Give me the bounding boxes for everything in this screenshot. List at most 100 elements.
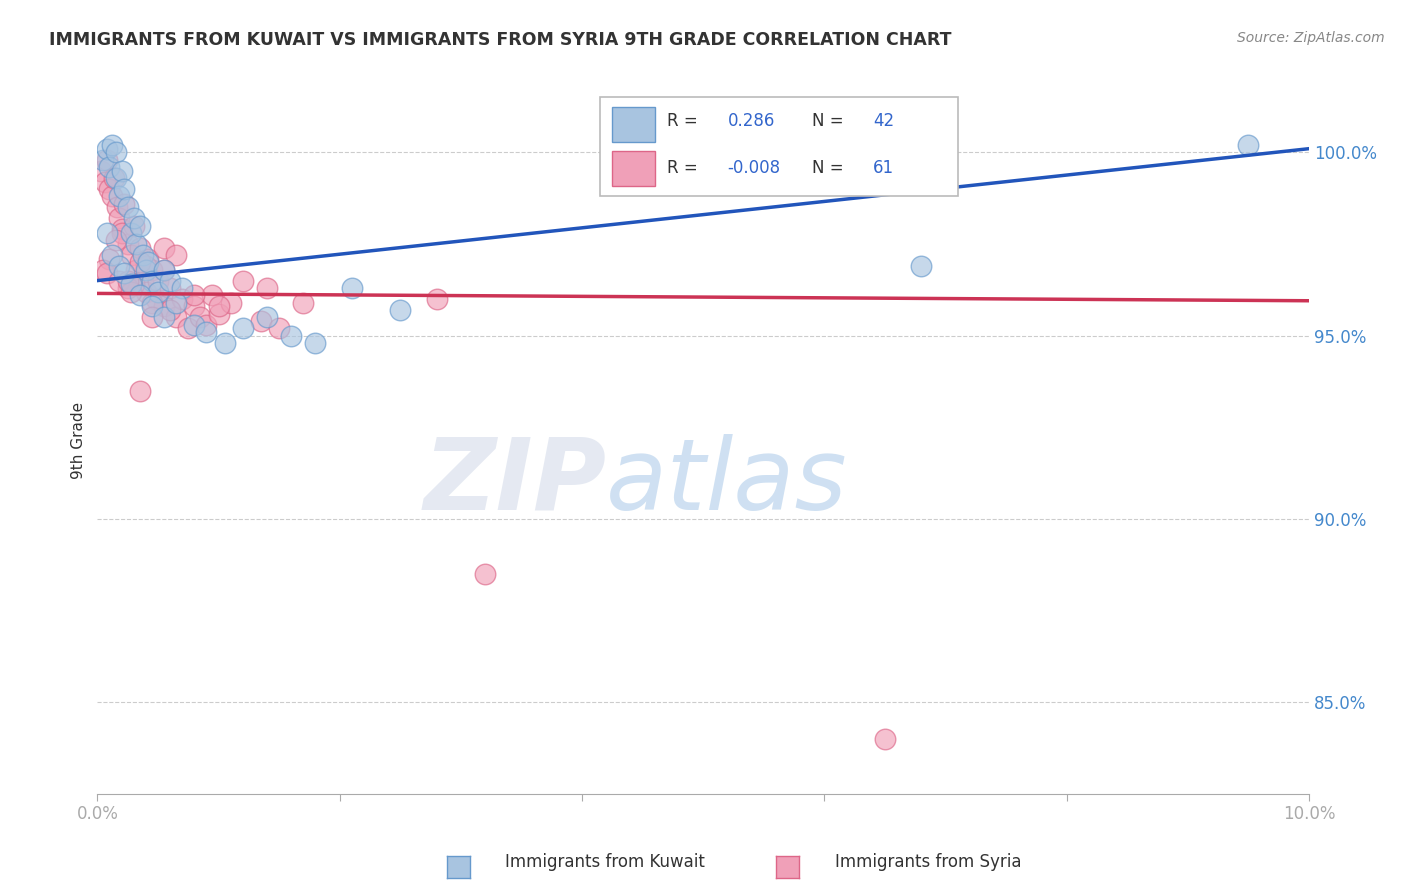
Point [389, 302, 412, 317]
Point [120, 226, 142, 240]
Point [141, 310, 163, 325]
Text: Immigrants from Kuwait: Immigrants from Kuwait [505, 853, 704, 871]
Point [340, 281, 363, 295]
Point [122, 211, 145, 226]
Point [292, 295, 315, 310]
Point [135, 285, 157, 299]
Point [159, 302, 181, 317]
Point [103, 171, 125, 186]
FancyBboxPatch shape [600, 97, 957, 196]
Point [108, 189, 131, 203]
Point [98, 252, 121, 266]
Text: R =: R = [666, 160, 697, 178]
Text: 0.286: 0.286 [727, 112, 775, 129]
Point [101, 138, 124, 153]
Point [98, 160, 121, 174]
Point [153, 299, 176, 313]
Point [120, 248, 142, 262]
Point [250, 314, 273, 328]
Point [120, 277, 142, 292]
Point [108, 274, 131, 288]
Point [232, 321, 254, 335]
Point [195, 325, 218, 339]
Point [135, 262, 157, 277]
Point [183, 299, 205, 313]
Point [128, 219, 150, 233]
Point [141, 274, 163, 288]
Text: IMMIGRANTS FROM KUWAIT VS IMMIGRANTS FROM SYRIA 9TH GRADE CORRELATION CHART: IMMIGRANTS FROM KUWAIT VS IMMIGRANTS FRO… [49, 31, 952, 49]
Point [136, 252, 159, 266]
Point [153, 241, 176, 255]
Point [125, 236, 148, 251]
Point [256, 281, 278, 295]
Point [96, 142, 118, 156]
Point [153, 262, 176, 277]
Point [165, 295, 187, 310]
Point [104, 233, 127, 247]
Point [165, 248, 187, 262]
Point [112, 196, 135, 211]
Text: N =: N = [813, 112, 844, 129]
Text: Source: ZipAtlas.com: Source: ZipAtlas.com [1237, 31, 1385, 45]
Point [110, 163, 132, 178]
Text: -0.008: -0.008 [727, 160, 780, 178]
Point [159, 281, 181, 295]
Text: ZIP: ZIP [423, 434, 606, 531]
Point [93, 262, 115, 277]
Point [96, 226, 118, 240]
FancyBboxPatch shape [613, 107, 655, 142]
Point [910, 259, 932, 273]
Point [188, 310, 211, 325]
Point [105, 200, 128, 214]
Point [195, 318, 218, 332]
Point [219, 295, 242, 310]
Point [159, 274, 181, 288]
Text: atlas: atlas [606, 434, 848, 531]
Point [101, 189, 124, 203]
Point [135, 259, 157, 273]
Point [90, 163, 112, 178]
Y-axis label: 9th Grade: 9th Grade [72, 401, 86, 479]
Point [873, 731, 896, 746]
Point [117, 281, 139, 295]
Point [1237, 138, 1260, 153]
Point [104, 171, 127, 186]
Point [110, 226, 132, 240]
Text: R =: R = [666, 112, 697, 129]
Point [183, 288, 205, 302]
Point [136, 255, 159, 269]
Point [101, 248, 124, 262]
Point [122, 219, 145, 233]
Point [183, 318, 205, 332]
Point [128, 241, 150, 255]
Point [474, 566, 496, 581]
Point [108, 259, 131, 273]
Point [125, 262, 148, 277]
Point [426, 292, 449, 306]
Point [128, 384, 150, 398]
Point [146, 285, 169, 299]
Point [120, 285, 142, 299]
Point [132, 274, 155, 288]
Point [207, 307, 229, 321]
Point [153, 310, 176, 325]
Point [141, 295, 163, 310]
Point [128, 255, 150, 269]
Point [172, 292, 194, 306]
Point [117, 236, 139, 251]
Text: N =: N = [813, 160, 844, 178]
Point [146, 274, 169, 288]
Point [128, 288, 150, 302]
Point [232, 274, 254, 288]
Point [104, 145, 127, 160]
Point [177, 321, 200, 335]
Point [117, 274, 139, 288]
Point [93, 153, 115, 167]
Point [207, 299, 229, 313]
Point [122, 277, 145, 292]
Point [201, 288, 224, 302]
Point [132, 248, 155, 262]
Point [304, 335, 326, 350]
Text: 61: 61 [873, 160, 894, 178]
Point [141, 299, 163, 313]
